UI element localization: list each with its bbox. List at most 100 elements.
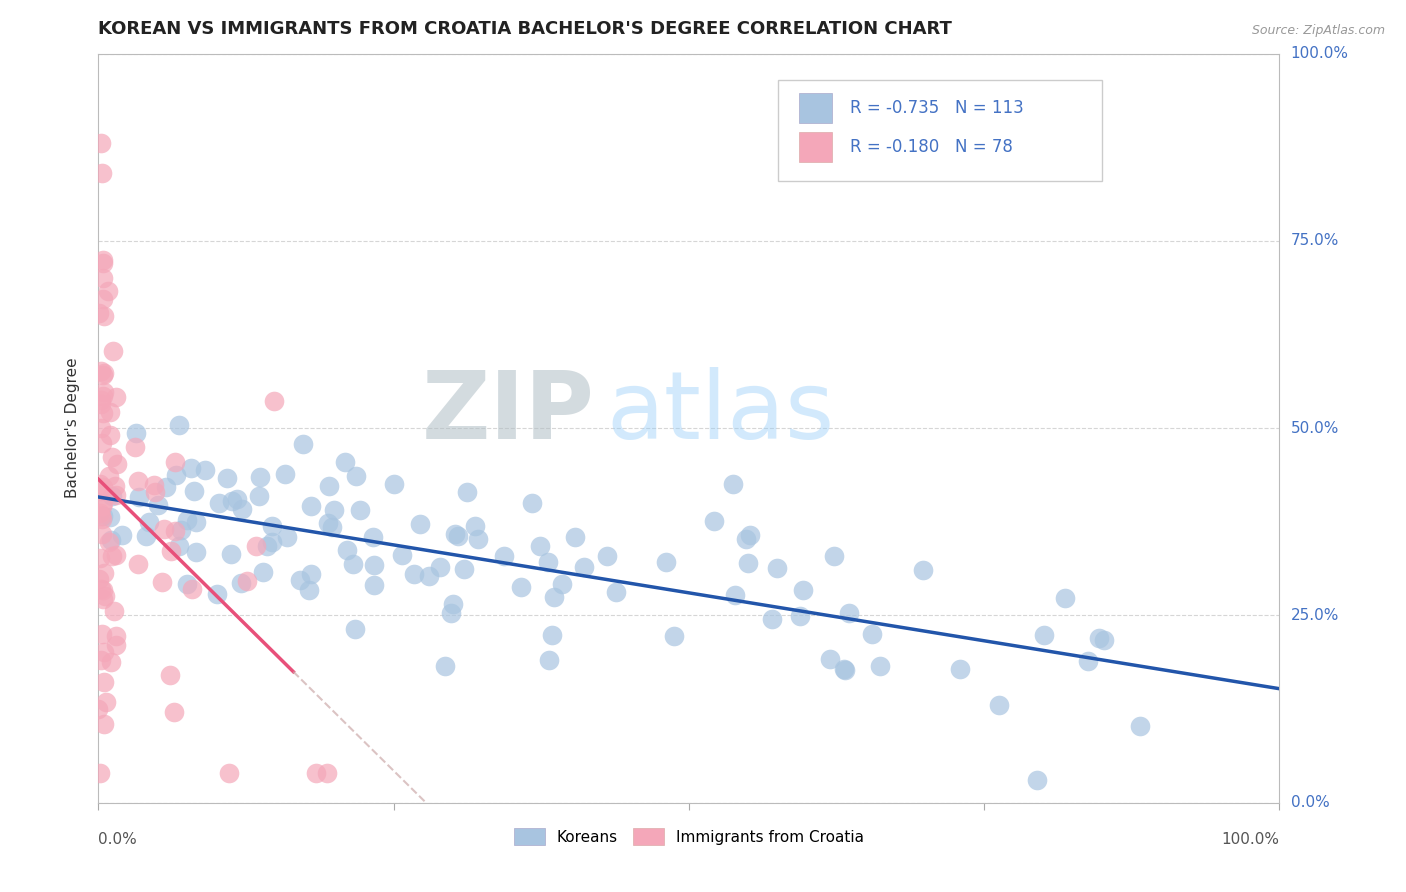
Point (155, 480, 177, 494)
Point (105, 639, 128, 653)
Point (443, 527, 465, 541)
Text: 0.0%: 0.0% (98, 832, 138, 847)
Point (256, 539, 278, 553)
Point (1053, 591, 1076, 606)
Bar (799, 132, 832, 162)
Point (537, 653, 560, 667)
Point (949, 662, 972, 676)
Point (404, 566, 426, 581)
Point (215, 470, 238, 484)
Y-axis label: Bachelor's Degree: Bachelor's Degree (65, 358, 80, 499)
Point (127, 558, 149, 572)
Point (276, 530, 298, 544)
Point (97, 284, 120, 298)
Point (721, 476, 744, 491)
Text: KOREAN VS IMMIGRANTS FROM CROATIA BACHELOR'S DEGREE CORRELATION CHART: KOREAN VS IMMIGRANTS FROM CROATIA BACHEL… (98, 21, 952, 38)
Point (183, 484, 205, 499)
Point (90, 397, 112, 411)
Point (167, 540, 190, 554)
Point (90, 508, 112, 523)
Point (142, 477, 165, 491)
Point (987, 698, 1010, 713)
Point (93, 367, 115, 381)
Point (221, 494, 243, 508)
Point (150, 575, 173, 590)
Point (103, 604, 125, 618)
Point (249, 470, 271, 484)
Point (336, 542, 359, 557)
Point (93, 716, 115, 731)
Point (869, 659, 891, 673)
Point (316, 516, 339, 531)
Text: atlas: atlas (606, 368, 835, 459)
Point (740, 527, 762, 541)
Point (90, 484, 112, 499)
Point (734, 532, 756, 546)
Point (333, 455, 356, 469)
Text: R = -0.180   N = 78: R = -0.180 N = 78 (849, 138, 1012, 156)
Text: 100.0%: 100.0% (1222, 832, 1279, 847)
Point (315, 765, 337, 780)
Point (89, 550, 111, 565)
Point (93, 480, 115, 494)
Point (832, 662, 855, 676)
Point (464, 519, 486, 533)
Point (97, 534, 120, 549)
Point (344, 469, 367, 483)
Text: 25.0%: 25.0% (1291, 608, 1339, 623)
Point (605, 585, 627, 599)
Point (91, 627, 114, 641)
Point (467, 533, 489, 547)
Point (111, 528, 134, 542)
Point (229, 575, 252, 590)
Point (536, 555, 558, 569)
Point (765, 561, 787, 575)
Point (1025, 772, 1047, 787)
Point (176, 513, 198, 527)
Point (304, 765, 326, 780)
Point (1092, 633, 1115, 648)
Point (321, 520, 343, 534)
Point (509, 581, 531, 595)
Point (93, 566, 115, 580)
Point (520, 496, 543, 510)
Point (349, 502, 371, 516)
Point (541, 628, 564, 642)
Point (818, 651, 841, 665)
Point (169, 417, 191, 432)
Point (260, 519, 283, 533)
Point (101, 490, 124, 504)
Point (184, 516, 207, 530)
Point (655, 555, 678, 569)
Point (596, 549, 619, 563)
Point (91, 256, 114, 270)
Point (100, 533, 122, 547)
Point (761, 611, 783, 625)
Point (274, 467, 297, 481)
Point (91, 496, 114, 510)
Point (91, 368, 114, 382)
Point (789, 608, 811, 623)
Text: 0.0%: 0.0% (1291, 796, 1329, 810)
FancyBboxPatch shape (778, 79, 1102, 181)
Point (391, 548, 413, 562)
Point (180, 461, 202, 475)
Point (299, 499, 322, 513)
Point (184, 544, 207, 558)
Point (87, 306, 110, 320)
Point (225, 491, 247, 506)
Point (91, 508, 114, 523)
Point (91, 271, 114, 285)
Legend: Koreans, Immigrants from Croatia: Koreans, Immigrants from Croatia (508, 822, 870, 851)
Point (318, 479, 340, 493)
Point (440, 606, 463, 620)
Point (105, 457, 128, 471)
Point (176, 577, 198, 591)
Point (94, 589, 117, 603)
Point (90, 392, 112, 407)
Text: 100.0%: 100.0% (1291, 46, 1348, 61)
Point (93, 674, 115, 689)
Point (236, 574, 259, 589)
Point (90, 653, 112, 667)
Point (124, 440, 146, 454)
